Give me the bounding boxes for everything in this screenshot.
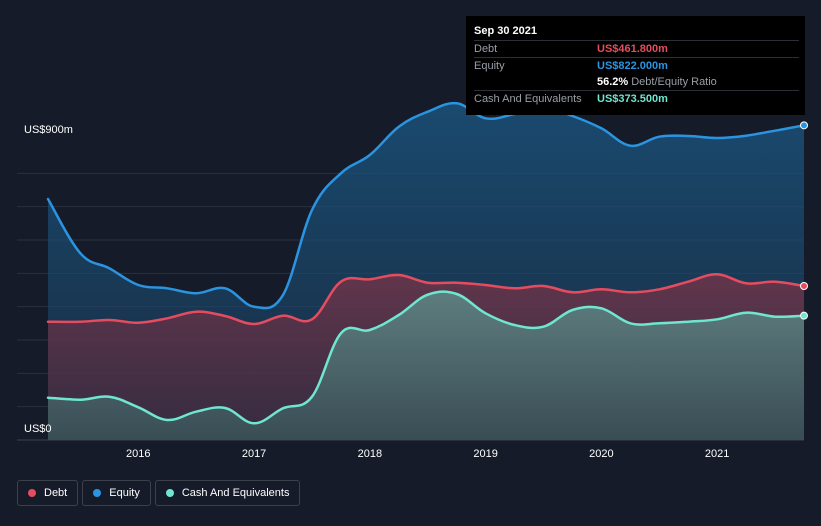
legend-cash-toggle[interactable]: Cash And Equivalents bbox=[154, 480, 301, 506]
y-axis-min-label: US$0 bbox=[24, 423, 52, 435]
x-tick-label: 2018 bbox=[358, 448, 382, 460]
tooltip-date: Sep 30 2021 bbox=[474, 25, 537, 37]
cash-area bbox=[48, 291, 804, 440]
chart-legend: Debt Equity Cash And Equivalents bbox=[17, 480, 304, 506]
tooltip-cash-value: US$373.500m bbox=[597, 93, 668, 105]
legend-cash-label: Cash And Equivalents bbox=[181, 487, 290, 499]
legend-equity-toggle[interactable]: Equity bbox=[82, 480, 151, 506]
tooltip-row-ratio: 56.2% Debt/Equity Ratio bbox=[474, 74, 799, 90]
x-tick-label: 2020 bbox=[589, 448, 613, 460]
tooltip-panel: Sep 30 2021 Debt US$461.800m Equity US$8… bbox=[466, 16, 805, 115]
x-tick-label: 2019 bbox=[473, 448, 497, 460]
cash-endpoint-marker bbox=[800, 311, 808, 320]
tooltip-cash-label: Cash And Equivalents bbox=[474, 93, 582, 105]
tooltip-equity-label: Equity bbox=[474, 60, 505, 72]
tooltip-row-cash: Cash And Equivalents US$373.500m bbox=[474, 90, 799, 107]
tooltip-debt-value: US$461.800m bbox=[597, 43, 668, 55]
x-axis: 2016 2017 2018 2019 2020 2021 bbox=[126, 448, 729, 460]
series-endpoints bbox=[800, 121, 808, 320]
tooltip-row-equity: Equity US$822.000m bbox=[474, 57, 799, 74]
equity-dot-icon bbox=[93, 489, 102, 497]
tooltip-row-debt: Debt US$461.800m bbox=[474, 40, 799, 57]
legend-equity-label: Equity bbox=[109, 487, 140, 499]
x-tick-label: 2021 bbox=[705, 448, 729, 460]
series-lines bbox=[46, 101, 806, 425]
equity-endpoint-marker bbox=[800, 121, 808, 130]
x-tick-label: 2016 bbox=[126, 448, 150, 460]
tooltip-ratio-label bbox=[474, 74, 597, 90]
tooltip-ratio-value: 56.2% bbox=[597, 76, 629, 88]
cash-line bbox=[46, 290, 806, 425]
legend-debt-toggle[interactable]: Debt bbox=[17, 480, 79, 506]
legend-debt-label: Debt bbox=[44, 487, 68, 499]
series-areas bbox=[48, 103, 804, 440]
y-axis-max-label: US$900m bbox=[24, 124, 73, 136]
x-tick-label: 2017 bbox=[242, 448, 266, 460]
debt-line bbox=[46, 273, 806, 326]
tooltip-debt-label: Debt bbox=[474, 43, 498, 55]
tooltip-equity-value: US$822.000m bbox=[597, 60, 668, 72]
cash-dot-icon bbox=[165, 489, 174, 497]
debt-dot-icon bbox=[28, 489, 36, 497]
debt-endpoint-marker bbox=[800, 282, 808, 290]
equity-line bbox=[46, 101, 806, 310]
tooltip-ratio-caption: Debt/Equity Ratio bbox=[631, 76, 717, 88]
